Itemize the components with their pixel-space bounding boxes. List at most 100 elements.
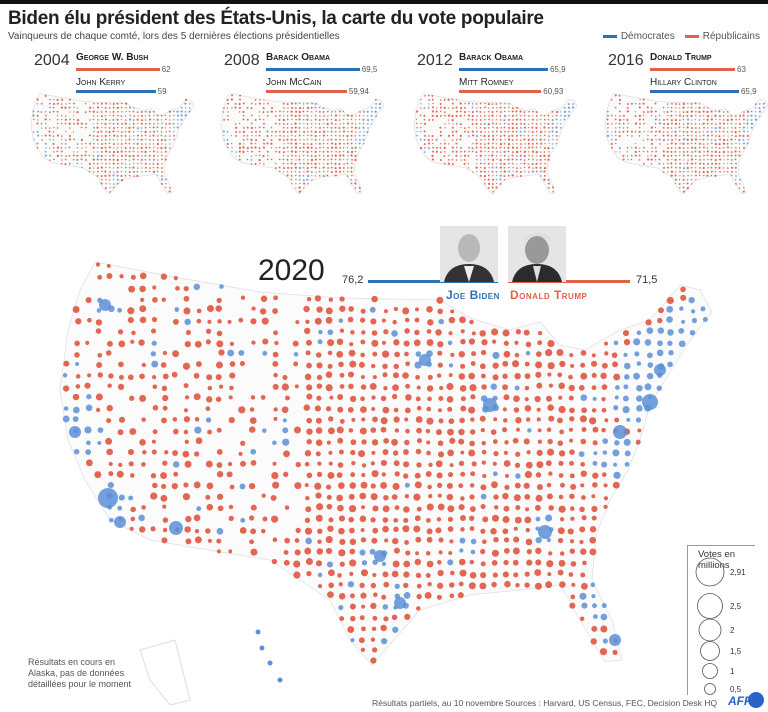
county-dot-dem <box>362 122 365 125</box>
county-dot-rep <box>479 102 482 105</box>
county-dot-rep <box>507 158 510 161</box>
county-dot-rep <box>536 461 544 469</box>
county-dot-dem <box>196 506 202 512</box>
county-dot-rep <box>283 550 289 555</box>
county-dot-dem <box>613 340 619 346</box>
county-dot-rep <box>173 110 175 113</box>
county-dot-rep <box>226 98 229 101</box>
county-dot-rep <box>358 114 361 117</box>
county-dot-rep <box>322 142 325 145</box>
county-dot-rep <box>502 528 509 535</box>
county-dot-rep <box>311 138 313 141</box>
county-dot-rep <box>703 107 705 109</box>
county-dot-rep <box>670 114 673 117</box>
county-dot-dem <box>305 537 312 545</box>
county-dot-rep <box>480 166 482 169</box>
county-dot-rep <box>194 340 202 348</box>
county-dot-rep <box>116 170 119 173</box>
county-dot-rep <box>520 122 522 125</box>
county-dot-rep <box>104 106 107 109</box>
county-dot-rep <box>139 305 147 313</box>
county-dot-rep <box>496 107 498 109</box>
county-dot-rep <box>96 166 99 169</box>
county-dot-rep <box>153 154 156 157</box>
county-dot-rep <box>447 114 451 117</box>
county-dot-rep <box>95 319 103 326</box>
county-dot-rep <box>334 126 337 129</box>
county-dot-rep <box>358 637 365 644</box>
county-dot-rep <box>325 384 333 392</box>
size-circle <box>698 618 722 642</box>
county-dot-dem <box>168 130 171 133</box>
county-dot-rep <box>491 481 498 489</box>
county-dot-rep <box>503 166 506 169</box>
county-dot-dem <box>375 115 378 117</box>
county-dot-rep <box>347 316 354 323</box>
county-dot-rep <box>515 583 520 588</box>
county-dot-rep <box>32 114 35 117</box>
county-dot-rep <box>423 138 426 141</box>
county-dot-rep <box>710 118 713 121</box>
county-dot-dem <box>366 115 369 117</box>
county-dot-rep <box>618 98 622 102</box>
county-dot-rep <box>125 166 127 169</box>
county-dot-rep <box>343 163 345 165</box>
county-dot-rep <box>52 138 55 141</box>
county-dot-rep <box>139 272 147 280</box>
county-dot-dem <box>427 147 430 150</box>
county-dot-rep <box>360 647 366 652</box>
county-dot-rep <box>546 395 553 402</box>
county-dot-rep <box>270 147 273 149</box>
county-dot-rep <box>380 482 388 489</box>
county-dot-rep <box>303 127 305 129</box>
county-dot-rep <box>273 407 278 412</box>
county-dot-rep <box>330 138 333 141</box>
county-dot-dem <box>668 349 674 356</box>
county-dot-rep <box>49 147 51 149</box>
county-dot-rep <box>323 170 325 173</box>
county-dot-rep <box>282 126 285 129</box>
county-dot-rep <box>493 536 499 543</box>
county-dot-rep <box>339 418 345 424</box>
county-dot-rep <box>274 122 277 125</box>
county-dot-rep <box>286 171 289 173</box>
county-dot-rep <box>543 151 546 153</box>
county-dot-rep <box>475 151 478 154</box>
county-dot-rep <box>294 150 297 153</box>
county-dot-rep <box>491 114 494 117</box>
county-dot-rep <box>459 417 465 424</box>
county-dot-rep <box>326 484 332 490</box>
county-dot-rep <box>427 374 433 380</box>
county-dot-rep <box>638 103 641 105</box>
county-dot-rep <box>342 150 345 153</box>
county-dot-rep <box>238 102 241 106</box>
county-dot-rep <box>579 415 587 423</box>
county-dot-rep <box>487 134 490 138</box>
county-dot-dem <box>636 405 643 412</box>
county-dot-rep <box>137 122 139 125</box>
county-dot-rep <box>160 167 163 169</box>
county-dot-rep <box>610 114 613 117</box>
county-dot-rep <box>156 130 159 133</box>
county-dot-rep <box>511 110 514 113</box>
county-dot-rep <box>318 119 321 122</box>
county-dot-rep <box>670 135 673 137</box>
county-dot-rep <box>254 99 257 101</box>
county-dot-rep <box>569 407 575 414</box>
county-dot-rep <box>437 350 443 356</box>
county-dot-rep <box>570 516 575 521</box>
county-dot-rep <box>97 352 103 358</box>
county-dot-rep <box>350 472 356 478</box>
county-dot-rep <box>283 135 285 137</box>
county-dot-rep <box>298 134 301 137</box>
county-dot-rep <box>307 134 309 137</box>
county-dot-rep <box>315 417 322 424</box>
county-dot-rep <box>117 110 119 113</box>
county-dot-rep <box>471 351 477 357</box>
county-dot-dem <box>519 126 522 129</box>
county-dot-rep <box>558 460 564 466</box>
county-dot-rep <box>116 470 124 478</box>
county-dot-rep <box>53 151 55 153</box>
county-dot-rep <box>471 110 474 114</box>
county-dot-rep <box>100 166 103 169</box>
